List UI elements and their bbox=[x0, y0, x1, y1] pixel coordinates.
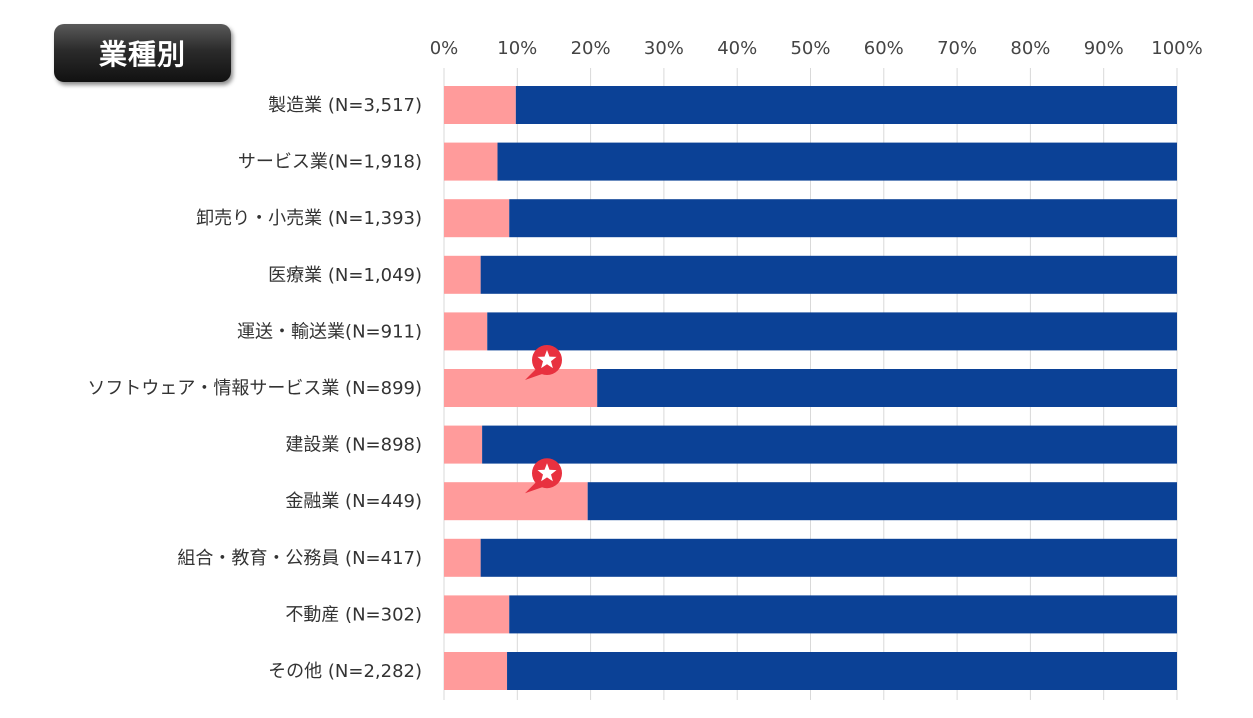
x-tick-label: 0% bbox=[430, 38, 459, 59]
bar-segment-b bbox=[480, 538, 1177, 577]
bar-segment-b bbox=[497, 142, 1177, 181]
star-icon bbox=[525, 458, 562, 494]
bar-segment-a bbox=[444, 425, 483, 464]
bar-segment-a bbox=[444, 199, 510, 238]
bar-segment-a bbox=[444, 595, 510, 634]
bar-segment-a bbox=[444, 255, 481, 294]
category-label: 建設業 (N=898) bbox=[285, 435, 422, 456]
category-label: 医療業 (N=1,049) bbox=[268, 265, 422, 286]
bar-segment-b bbox=[507, 652, 1178, 690]
bar-segment-b bbox=[487, 312, 1177, 351]
x-tick-label: 80% bbox=[1010, 38, 1050, 59]
bar-segment-b bbox=[515, 86, 1177, 124]
bar-segment-a bbox=[444, 312, 488, 351]
category-label: 運送・輸送業(N=911) bbox=[237, 321, 422, 342]
bar-segment-a bbox=[444, 652, 508, 690]
category-label: その他 (N=2,282) bbox=[268, 661, 422, 682]
chart-title-badge: 業種別 bbox=[54, 24, 231, 82]
x-tick-label: 90% bbox=[1084, 38, 1124, 59]
x-tick-label: 100% bbox=[1151, 38, 1202, 59]
x-tick-label: 40% bbox=[717, 38, 757, 59]
category-label: 卸売り・小売業 (N=1,393) bbox=[196, 208, 422, 229]
x-tick-label: 70% bbox=[937, 38, 977, 59]
x-tick-label: 60% bbox=[864, 38, 904, 59]
category-label: 金融業 (N=449) bbox=[285, 491, 422, 512]
bar-segment-a bbox=[444, 86, 516, 124]
bar-segment-a bbox=[444, 369, 598, 407]
x-tick-label: 20% bbox=[571, 38, 611, 59]
category-label: 製造業 (N=3,517) bbox=[268, 95, 422, 116]
bar-segment-b bbox=[509, 199, 1177, 238]
x-tick-label: 30% bbox=[644, 38, 684, 59]
category-label: サービス業(N=1,918) bbox=[238, 152, 422, 173]
bar-segment-a bbox=[444, 142, 498, 181]
category-label: 不動産 (N=302) bbox=[285, 604, 422, 625]
bar-segment-a bbox=[444, 482, 588, 521]
bar-segment-b bbox=[587, 482, 1177, 521]
bar-segment-b bbox=[482, 425, 1178, 464]
category-label: ソフトウェア・情報サービス業 (N=899) bbox=[87, 378, 422, 399]
bar-segment-a bbox=[444, 538, 481, 577]
category-label: 組合・教育・公務員 (N=417) bbox=[177, 548, 422, 569]
bar-segment-b bbox=[509, 595, 1177, 634]
star-icon bbox=[525, 345, 562, 380]
x-tick-label: 10% bbox=[497, 38, 537, 59]
x-tick-label: 50% bbox=[790, 38, 830, 59]
bar-segment-b bbox=[480, 255, 1177, 294]
bar-segment-b bbox=[597, 369, 1177, 407]
